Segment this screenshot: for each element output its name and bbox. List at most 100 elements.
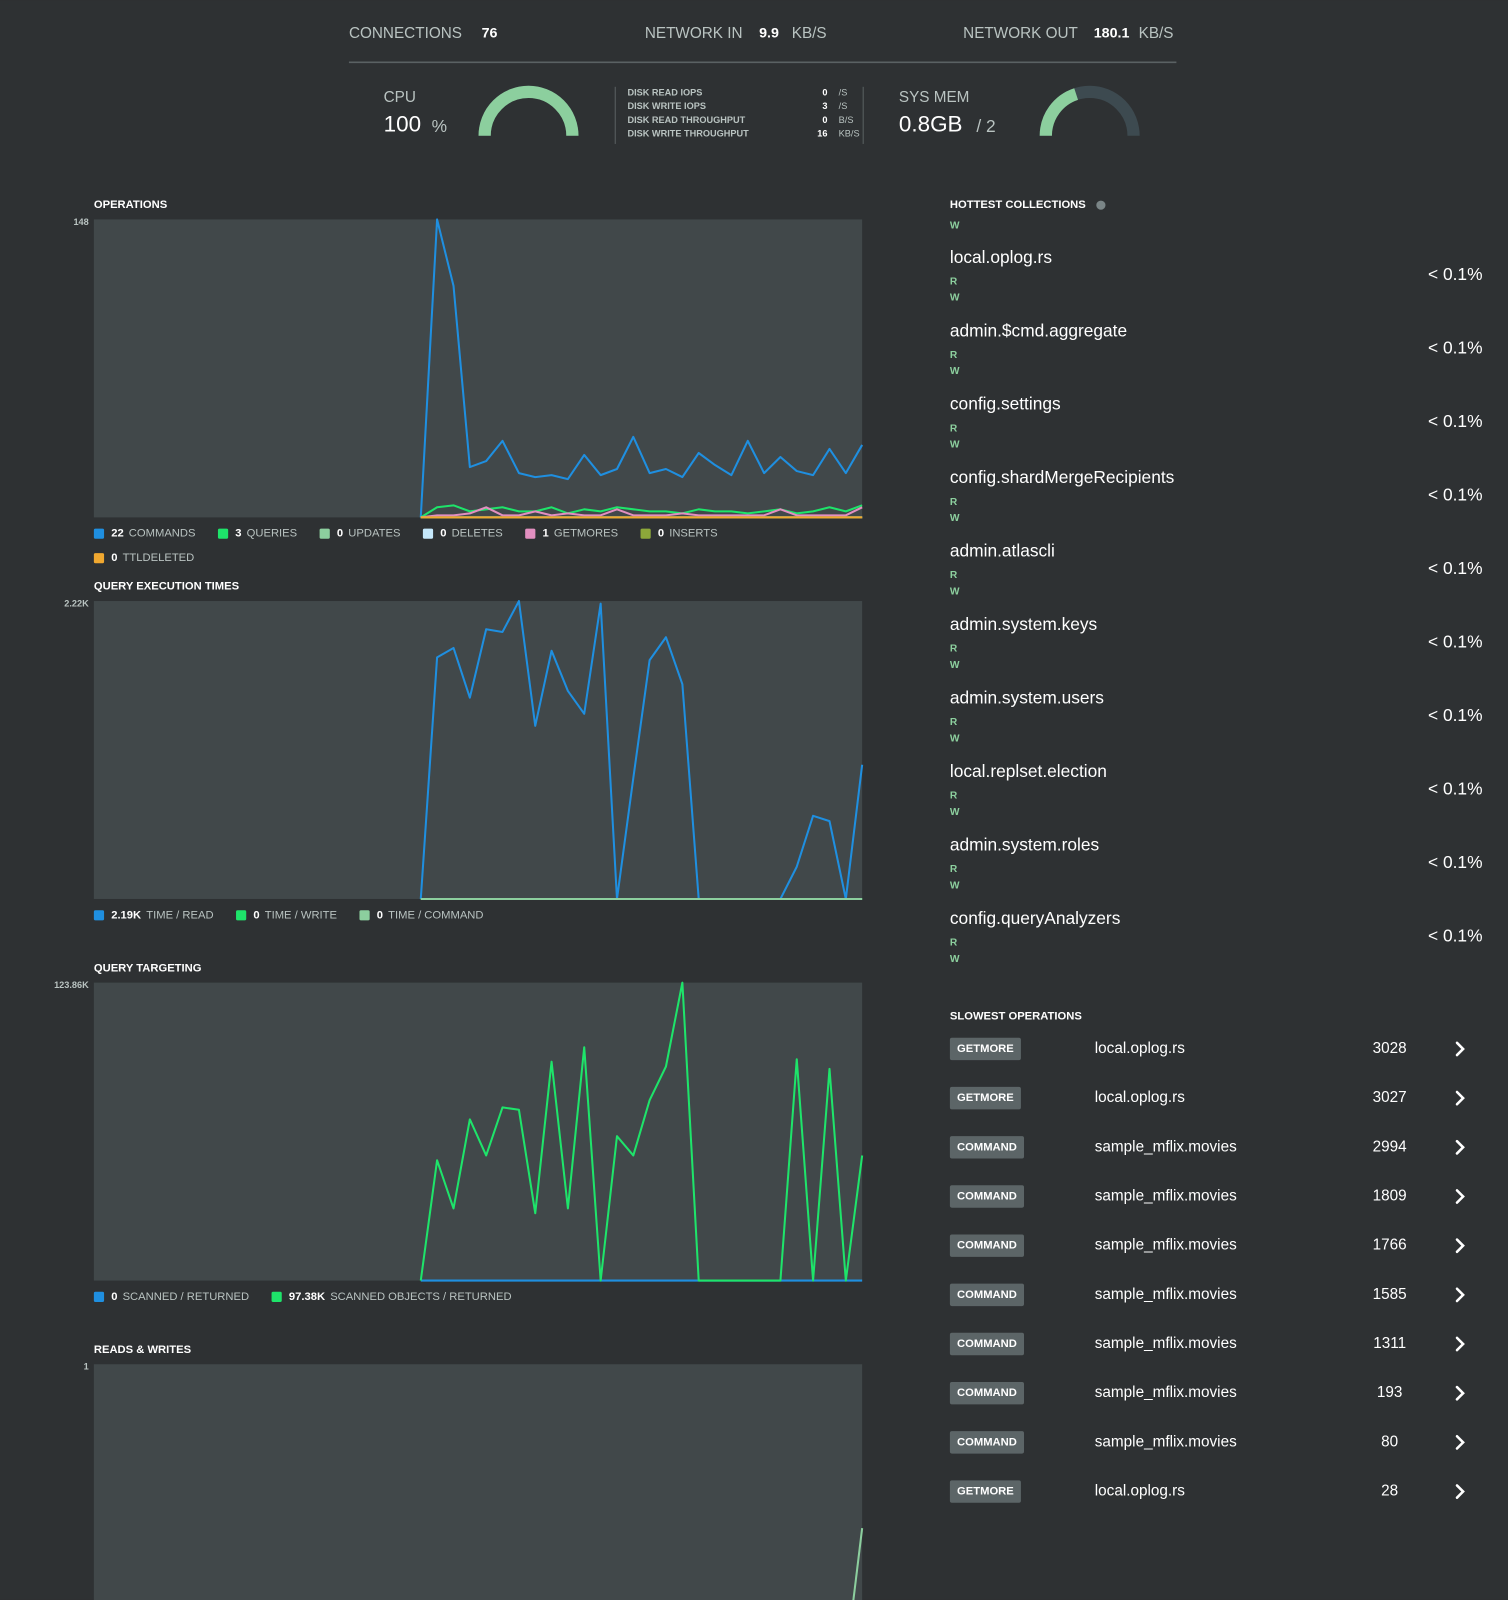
series-line xyxy=(419,981,864,1282)
legend-name: UPDATES xyxy=(348,528,400,540)
collection-name: config.settings xyxy=(950,394,1061,414)
op-duration: 1585 xyxy=(1373,1286,1407,1303)
legend-value: 0 xyxy=(111,1291,117,1303)
read-label: R xyxy=(950,864,958,875)
legend-swatch xyxy=(525,528,536,539)
chart-title: READS & WRITES xyxy=(94,1344,192,1356)
op-duration: 3027 xyxy=(1373,1089,1407,1106)
y-tick-label: 148 xyxy=(73,217,88,227)
write-label: W xyxy=(950,880,960,891)
collection-share: < 0.1% xyxy=(1428,264,1482,284)
op-chevron[interactable] xyxy=(1455,1336,1465,1352)
op-badge xyxy=(949,1381,1025,1405)
op-chevron[interactable] xyxy=(1455,1287,1465,1303)
legend-name: TTLDELETED xyxy=(123,552,195,564)
disk-value: 3 xyxy=(822,101,827,111)
legend-name: TIME / WRITE xyxy=(265,909,337,921)
collection-share: < 0.1% xyxy=(1428,411,1482,431)
op-badge xyxy=(949,1185,1025,1208)
chart-title: QUERY EXECUTION TIMES xyxy=(94,581,240,593)
op-chevron[interactable] xyxy=(1455,1189,1465,1204)
op-namespace: sample_mflix.movies xyxy=(1095,1433,1237,1450)
write-label: W xyxy=(950,587,960,598)
legend-value: 1 xyxy=(543,528,549,540)
op-duration: 80 xyxy=(1381,1433,1398,1450)
collection-share: < 0.1% xyxy=(1428,778,1482,798)
series-line xyxy=(420,506,863,519)
plot-area xyxy=(93,982,863,1281)
legend-swatch xyxy=(640,528,651,539)
op-type: GETMORE xyxy=(957,1092,1014,1104)
op-chevron[interactable] xyxy=(1455,1484,1465,1499)
legend-swatch xyxy=(93,910,105,921)
collection-share: < 0.1% xyxy=(1428,852,1482,872)
write-label: W xyxy=(950,513,960,524)
op-namespace: local.oplog.rs xyxy=(1095,1040,1185,1057)
legend-name: INSERTS xyxy=(669,528,717,540)
op-chevron[interactable] xyxy=(1455,1238,1465,1254)
op-duration: 3028 xyxy=(1373,1040,1407,1057)
collection-name: admin.system.keys xyxy=(950,614,1098,634)
cpu-value: 100 xyxy=(384,112,421,137)
op-namespace: sample_mflix.movies xyxy=(1095,1286,1237,1303)
legend-swatch xyxy=(236,910,247,921)
chart-title: QUERY TARGETING xyxy=(94,962,202,974)
stat-value: 9.9 xyxy=(759,26,779,42)
op-type: COMMAND xyxy=(957,1289,1017,1301)
collection-share: < 0.1% xyxy=(1428,558,1482,578)
read-label: R xyxy=(950,350,958,361)
y-tick-label: 1 xyxy=(84,1362,89,1372)
collection-name: admin.$cmd.aggregate xyxy=(950,320,1127,340)
legend-value: 0 xyxy=(440,528,446,540)
legend-name: COMMANDS xyxy=(129,528,196,540)
collection-share: < 0.1% xyxy=(1428,485,1482,505)
op-chevron[interactable] xyxy=(1455,1434,1465,1450)
op-duration: 193 xyxy=(1377,1384,1403,1401)
op-type: GETMORE xyxy=(957,1043,1014,1055)
op-duration: 1766 xyxy=(1373,1237,1407,1254)
disk-label: DISK WRITE THROUGHPUT xyxy=(627,129,749,139)
op-chevron[interactable] xyxy=(1455,1041,1465,1057)
op-type: COMMAND xyxy=(957,1338,1017,1350)
write-label: W xyxy=(950,807,960,818)
stat-label: CONNECTIONS xyxy=(349,25,462,42)
read-label: R xyxy=(950,791,958,802)
read-label: R xyxy=(950,717,958,728)
op-type: COMMAND xyxy=(957,1387,1017,1399)
stat-unit: KB/S xyxy=(792,25,827,42)
op-duration: 1809 xyxy=(1373,1188,1407,1205)
legend-value: 0 xyxy=(253,909,259,921)
legend-value: 0 xyxy=(111,552,117,564)
disk-unit: B/S xyxy=(839,115,854,125)
legend-value: 0 xyxy=(658,528,664,540)
legend-swatch xyxy=(359,910,370,921)
legend-swatch xyxy=(93,553,105,564)
write-label: W xyxy=(950,660,960,671)
legend-swatch xyxy=(422,528,434,539)
series-line xyxy=(419,600,864,900)
legend-name: TIME / READ xyxy=(146,909,213,921)
write-label: W xyxy=(950,733,960,744)
op-namespace: local.oplog.rs xyxy=(1095,1483,1185,1500)
legend-value: 2.19K xyxy=(111,909,141,921)
op-chevron[interactable] xyxy=(1455,1385,1465,1401)
stat-label: NETWORK OUT xyxy=(963,25,1078,42)
op-chevron[interactable] xyxy=(1455,1090,1465,1106)
stat-label: NETWORK IN xyxy=(645,25,743,42)
stat-value: 180.1 xyxy=(1094,26,1130,42)
op-chevron[interactable] xyxy=(1455,1139,1465,1155)
legend-name: QUERIES xyxy=(247,528,298,540)
collection-name: admin.atlascli xyxy=(950,541,1055,561)
write-label: W xyxy=(950,440,960,451)
series-line xyxy=(419,218,864,518)
disk-label: DISK READ THROUGHPUT xyxy=(627,115,745,125)
disk-value: 0 xyxy=(822,115,827,125)
legend-name: SCANNED / RETURNED xyxy=(123,1291,250,1303)
disk-label: DISK READ IOPS xyxy=(627,87,702,97)
op-namespace: sample_mflix.movies xyxy=(1095,1188,1237,1205)
collection-name: admin.system.users xyxy=(950,688,1104,708)
disk-unit: /S xyxy=(839,101,848,111)
disk-value: 0 xyxy=(822,87,827,97)
disk-value: 16 xyxy=(817,129,827,139)
legend-value: 0 xyxy=(337,528,343,540)
